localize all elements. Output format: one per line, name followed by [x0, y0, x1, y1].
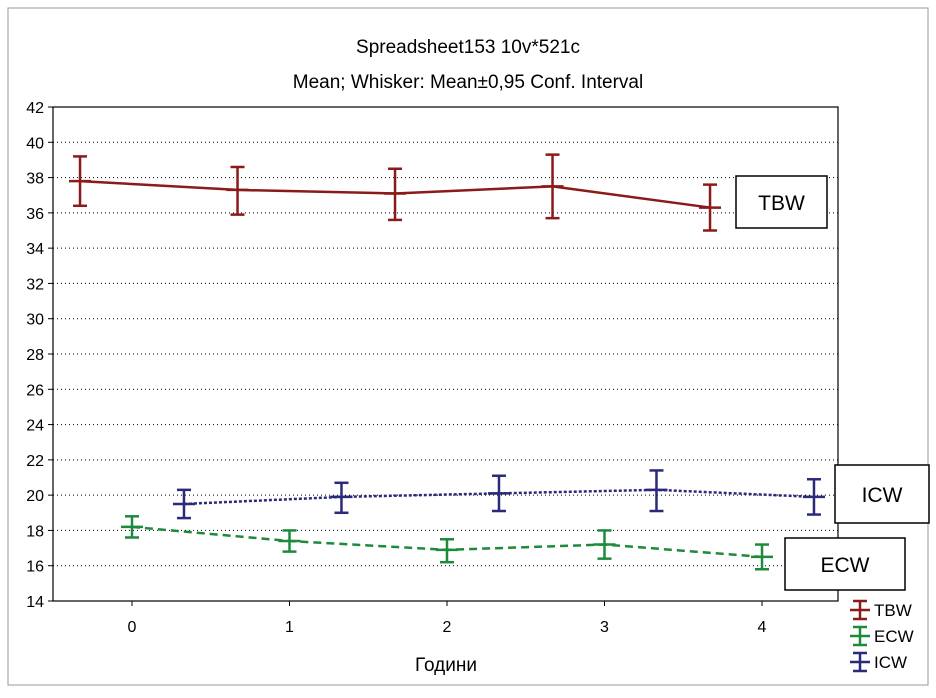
y-tick-label: 22 [26, 453, 44, 470]
x-axis-label: Години [415, 655, 477, 676]
y-tick-label: 34 [26, 241, 44, 258]
x-tick-label: 4 [758, 619, 767, 636]
y-tick-label: 16 [26, 559, 44, 576]
annotation-box-tbw [735, 175, 828, 229]
chart-frame [7, 7, 929, 686]
y-tick-label: 38 [26, 171, 44, 188]
legend-label-tbw: TBW [874, 601, 912, 620]
x-tick-label: 1 [285, 619, 294, 636]
y-tick-label: 40 [26, 135, 44, 152]
legend-label-icw: ICW [874, 653, 907, 672]
legend-label-ecw: ECW [874, 627, 914, 646]
y-tick-label: 14 [26, 594, 44, 611]
annotation-box-icw [834, 464, 930, 524]
legend: TBW ECW ICW [850, 599, 914, 673]
y-tick-label: 18 [26, 523, 44, 540]
annotation-box-ecw [784, 537, 906, 591]
x-tick-label: 3 [600, 619, 609, 636]
y-tick-label: 42 [26, 100, 44, 117]
x-tick-label: 0 [128, 619, 137, 636]
annotation-label-tbw: TBW [758, 192, 805, 215]
annotation-label-ecw: ECW [821, 554, 870, 577]
annotation-layer: TBW ECW ICW [735, 175, 930, 591]
y-tick-label: 26 [26, 382, 44, 399]
chart-title: Spreadsheet153 10v*521c [356, 37, 580, 58]
y-tick-label: 28 [26, 347, 44, 364]
annotation-label-icw: ICW [862, 484, 903, 507]
x-tick-label: 2 [443, 619, 452, 636]
series-layer [69, 153, 825, 571]
y-tick-label: 30 [26, 312, 44, 329]
y-tick-label: 32 [26, 276, 44, 293]
y-tick-label: 24 [26, 418, 44, 435]
y-tick-label: 20 [26, 488, 44, 505]
chart-subtitle: Mean; Whisker: Mean±0,95 Conf. Interval [293, 72, 643, 93]
y-tick-label: 36 [26, 206, 44, 223]
